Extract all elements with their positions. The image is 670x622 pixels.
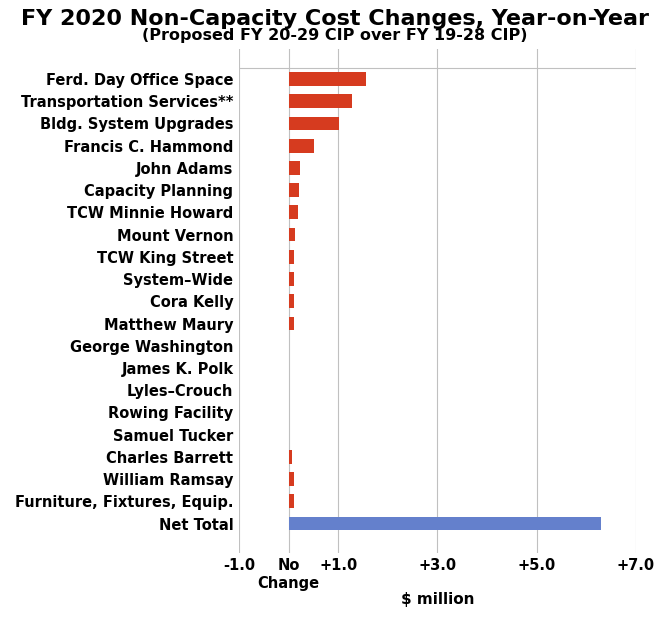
Bar (289, 161, 299, 175)
Bar (289, 116, 339, 131)
Bar (289, 517, 601, 531)
Bar (289, 272, 294, 286)
Bar (289, 139, 314, 152)
Bar (289, 72, 366, 86)
Bar (289, 95, 352, 108)
Bar (289, 183, 299, 197)
Text: FY 2020 Non-Capacity Cost Changes, Year-on-Year: FY 2020 Non-Capacity Cost Changes, Year-… (21, 9, 649, 29)
Bar (289, 228, 295, 241)
Bar (289, 294, 293, 308)
Bar (289, 450, 291, 464)
Bar (289, 317, 293, 330)
Bar (289, 205, 298, 220)
Bar (289, 250, 294, 264)
Text: (Proposed FY 20-29 CIP over FY 19-28 CIP): (Proposed FY 20-29 CIP over FY 19-28 CIP… (142, 28, 528, 43)
Bar (289, 494, 294, 508)
X-axis label: $ million: $ million (401, 592, 474, 607)
Bar (289, 472, 293, 486)
